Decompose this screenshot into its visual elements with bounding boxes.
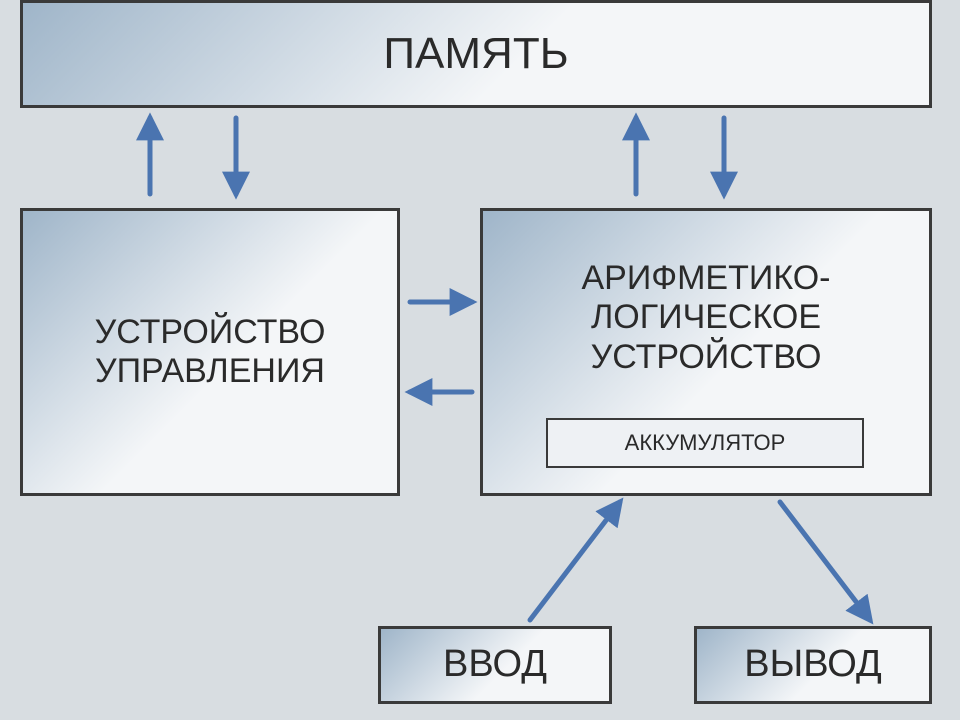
diagram-canvas: ПАМЯТЬ УСТРОЙСТВО УПРАВЛЕНИЯ АРИФМЕТИКО-ЛО… xyxy=(0,0,960,720)
node-input: ВВОД xyxy=(378,626,612,704)
node-memory: ПАМЯТЬ xyxy=(20,0,932,108)
node-output: ВЫВОД xyxy=(694,626,932,704)
node-control: УСТРОЙСТВО УПРАВЛЕНИЯ xyxy=(20,208,400,496)
node-memory-label: ПАМЯТЬ xyxy=(365,29,586,80)
edge-alu-to-output xyxy=(780,502,870,620)
node-control-label: УСТРОЙСТВО УПРАВЛЕНИЯ xyxy=(23,313,397,391)
node-accumulator-label: АККУМУЛЯТОР xyxy=(625,430,786,456)
node-alu-label: АРИФМЕТИКО-ЛОГИЧЕСКОЕ УСТРОЙСТВО xyxy=(483,259,929,376)
node-output-label: ВЫВОД xyxy=(726,643,900,687)
node-accumulator: АККУМУЛЯТОР xyxy=(546,418,864,468)
node-input-label: ВВОД xyxy=(425,643,565,687)
edge-input-to-alu xyxy=(530,502,620,620)
